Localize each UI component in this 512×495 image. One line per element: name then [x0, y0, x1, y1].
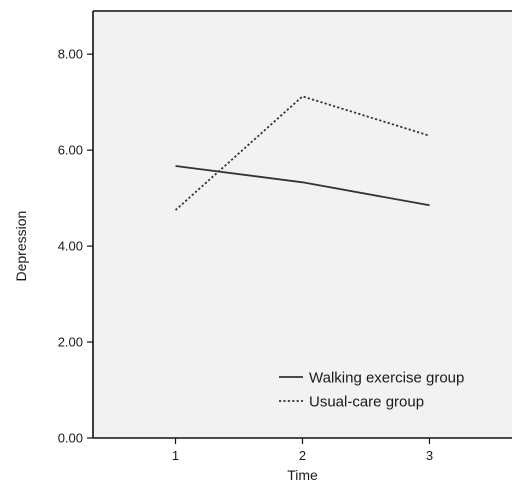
plot-area: [93, 11, 512, 438]
x-axis-ticks: 1 2 3: [172, 438, 433, 463]
y-axis-title: Depression: [13, 211, 29, 282]
y-axis-ticks: 0.00 2.00 4.00 6.00 8.00: [58, 47, 93, 446]
legend: Walking exercise group Usual-care group: [279, 370, 464, 411]
x-axis-title: Time: [287, 467, 318, 483]
y-tick-label: 8.00: [58, 47, 83, 62]
y-tick-label: 2.00: [58, 335, 83, 350]
y-tick-label: 0.00: [58, 431, 83, 446]
legend-label: Usual-care group: [309, 394, 424, 411]
x-tick-label: 2: [299, 448, 306, 463]
x-tick-label: 3: [426, 448, 433, 463]
y-tick-label: 6.00: [58, 143, 83, 158]
legend-label: Walking exercise group: [309, 370, 464, 387]
y-tick-label: 4.00: [58, 239, 83, 254]
series-group: [174, 95, 430, 211]
x-tick-label: 1: [172, 448, 179, 463]
